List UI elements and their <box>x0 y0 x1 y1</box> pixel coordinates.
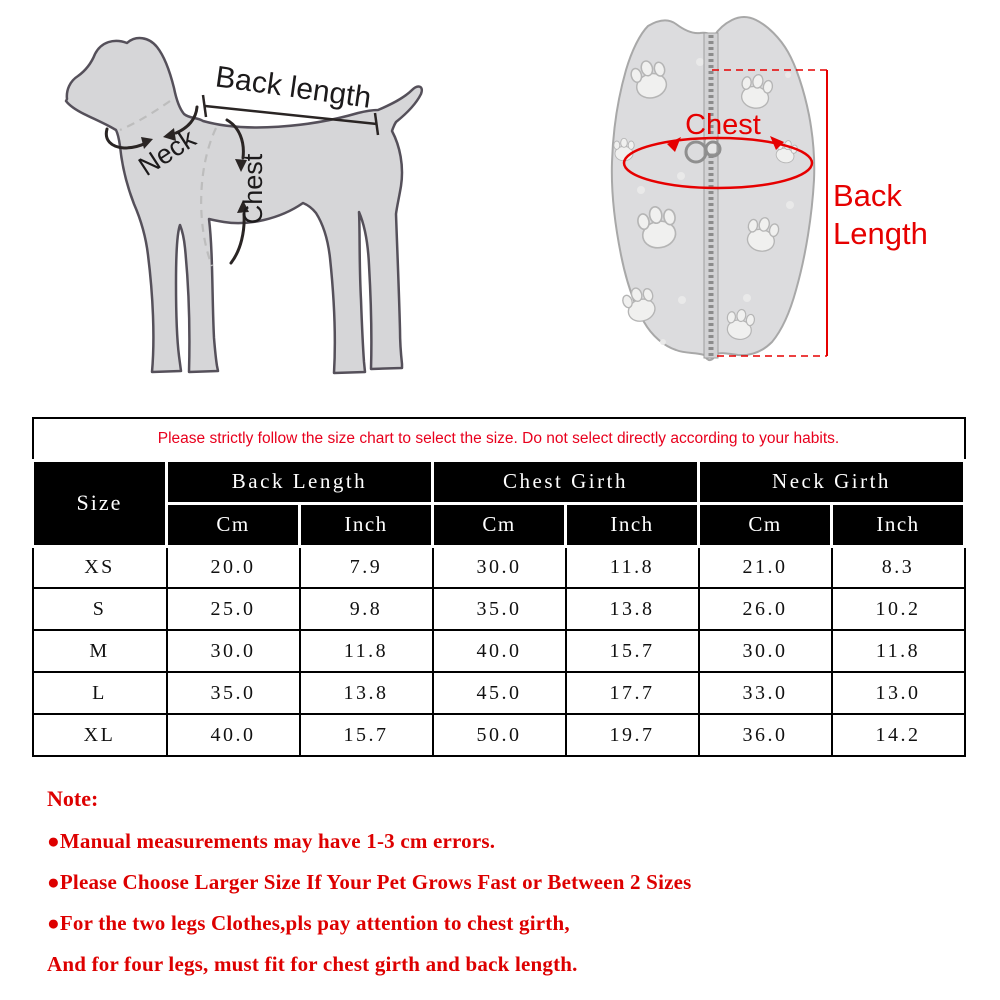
back-length-measure-tick-left <box>201 94 208 118</box>
chest-arrow-upper-head-icon <box>235 159 247 172</box>
table-cell: 35.0 <box>165 671 301 715</box>
chest-arrow-lower-head-icon <box>237 200 249 213</box>
paw-print-icon <box>613 137 635 162</box>
unit-header-cm: Cm <box>697 501 833 548</box>
vest-texture-dots <box>637 58 794 345</box>
note-line: ●For the two legs Clothes,pls pay attent… <box>47 911 570 935</box>
chest-arrow-left-head-icon <box>667 137 681 152</box>
chest-girth-ellipse <box>622 136 814 190</box>
chest-arrow-upper-icon <box>225 118 245 160</box>
size-label: S <box>31 587 168 631</box>
table-cell: 11.8 <box>564 545 700 589</box>
unit-header-inch: Inch <box>830 501 966 548</box>
back-length-header: Back Length <box>165 458 434 505</box>
back-length-measure-tick-right <box>373 112 380 136</box>
table-row-xl: XL 40.0 15.7 50.0 19.7 36.0 14.2 <box>31 713 966 757</box>
size-label: M <box>31 629 168 673</box>
table-cell: 21.0 <box>697 545 833 589</box>
zipper-tape <box>703 32 719 359</box>
dog-back-length-label: Back length <box>213 60 373 114</box>
table-cell: 45.0 <box>431 671 567 715</box>
table-cell: 20.0 <box>165 545 301 589</box>
back-length-measure-line <box>204 104 378 126</box>
illustration-svg: Back length Neck Chest <box>64 16 928 375</box>
table-row-xs: XS 20.0 7.9 30.0 11.8 21.0 8.3 <box>31 545 966 589</box>
table-cell: 35.0 <box>431 587 567 631</box>
table-cell: 14.2 <box>830 713 966 757</box>
size-label: XS <box>31 545 168 589</box>
paw-print-icon <box>637 205 677 249</box>
table-cell: 30.0 <box>165 629 301 673</box>
notes-section: Note: ●Manual measurements may have 1-3 … <box>47 786 957 993</box>
table-cell: 26.0 <box>697 587 833 631</box>
table-cell: 17.7 <box>564 671 700 715</box>
table-cell: 7.9 <box>298 545 434 589</box>
paw-print-icon <box>746 217 780 252</box>
neck-girth-header: Neck Girth <box>697 458 966 505</box>
table-cell: 13.8 <box>564 587 700 631</box>
table-cell: 10.2 <box>830 587 966 631</box>
unit-header-inch: Inch <box>298 501 434 548</box>
table-row-l: L 35.0 13.8 45.0 17.7 33.0 13.0 <box>31 671 966 715</box>
size-label: XL <box>31 713 168 757</box>
table-cell: 30.0 <box>697 629 833 673</box>
table-cell: 15.7 <box>298 713 434 757</box>
table-cell: 11.8 <box>298 629 434 673</box>
paw-print-icon <box>740 73 774 109</box>
zipper-pull-ring-icon <box>704 140 722 158</box>
neck-arrow-lower-head-icon <box>141 137 153 149</box>
chest-girth-dashed-line <box>200 127 217 267</box>
table-cell: 50.0 <box>431 713 567 757</box>
neck-arrow-lower-icon <box>104 127 148 150</box>
unit-header-cm: Cm <box>431 501 567 548</box>
measurement-illustration: Back length Neck Chest <box>0 0 1000 412</box>
table-cell: 13.0 <box>830 671 966 715</box>
table-row-s: S 25.0 9.8 35.0 13.8 26.0 10.2 <box>31 587 966 631</box>
table-cell: 25.0 <box>165 587 301 631</box>
note-line: ●Manual measurements may have 1-3 cm err… <box>47 829 496 853</box>
size-column-header: Size <box>31 458 168 548</box>
table-cell: 19.7 <box>564 713 700 757</box>
dog-diagram: Back length Neck Chest <box>64 36 423 375</box>
note-line: ●Please Choose Larger Size If Your Pet G… <box>47 870 692 894</box>
table-cell: 33.0 <box>697 671 833 715</box>
table-cell: 40.0 <box>431 629 567 673</box>
unit-header-inch: Inch <box>564 501 700 548</box>
neck-arrow-upper-icon <box>174 105 199 135</box>
table-cell: 9.8 <box>298 587 434 631</box>
table-cell: 30.0 <box>431 545 567 589</box>
vest-chest-label: Chest <box>685 109 761 141</box>
table-cell: 40.0 <box>165 713 301 757</box>
table-row-m: M 30.0 11.8 40.0 15.7 30.0 11.8 <box>31 629 966 673</box>
notes-title: Note: <box>47 786 99 811</box>
size-chart-notice: Please strictly follow the size chart to… <box>157 429 840 447</box>
paw-print-icon <box>622 287 656 322</box>
table-cell: 15.7 <box>564 629 700 673</box>
chest-girth-header: Chest Girth <box>431 458 700 505</box>
size-chart-table: Please strictly follow the size chart to… <box>31 417 966 757</box>
unit-header-cm: Cm <box>165 501 301 548</box>
neck-arrow-upper-head-icon <box>163 128 176 141</box>
size-label: L <box>31 671 168 715</box>
table-cell: 11.8 <box>830 629 966 673</box>
chest-arrow-right-head-icon <box>770 136 784 150</box>
vest-back-length-label-line1: Back <box>833 178 902 213</box>
table-cell: 8.3 <box>830 545 966 589</box>
paw-print-icon <box>630 60 668 99</box>
dog-chest-label: Chest <box>238 153 268 224</box>
table-cell: 13.8 <box>298 671 434 715</box>
vest-back-length-label-line2: Length <box>833 216 928 251</box>
chest-arrow-lower-icon <box>229 212 246 265</box>
note-line: And for four legs, must fit for chest gi… <box>47 952 578 976</box>
paw-print-icon <box>726 308 756 341</box>
table-cell: 36.0 <box>697 713 833 757</box>
neck-girth-dashed-line <box>119 100 171 132</box>
vest-annotations: Chest Back Length <box>622 69 928 357</box>
